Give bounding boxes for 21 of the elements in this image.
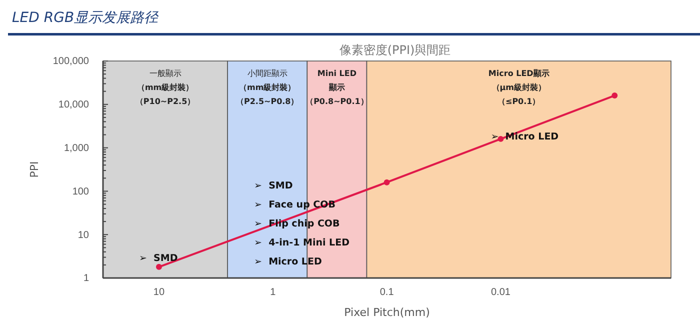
- y-tick-label: 10,000: [58, 100, 90, 111]
- band-label: 小間距顯示（mm級封裝）（P2.5~P0.8）: [236, 69, 299, 106]
- annotation: ➢ SMD: [254, 180, 293, 192]
- y-tick-label: 100: [72, 186, 90, 198]
- y-tick-label: 1,000: [64, 143, 90, 154]
- band-label: Mini LED顯示（P0.8~P0.1）: [306, 69, 368, 106]
- x-tick-label: 0.01: [490, 287, 511, 298]
- y-axis-title: PPI: [28, 161, 41, 178]
- annotation: ➢ SMD: [138, 253, 178, 264]
- annotation: ➢ Micro LED: [490, 131, 559, 142]
- x-tick-label: 10: [153, 287, 165, 298]
- y-tick-label: 100,000: [52, 56, 90, 68]
- band-label: Micro LED顯示（μm級封裝）（≤P0.1）: [488, 69, 550, 106]
- x-tick-label: 1: [270, 287, 276, 298]
- chart-title: LED RGB显示发展路径: [12, 10, 160, 26]
- y-tick-label: 10: [78, 230, 90, 241]
- x-axis-title: Pixel Pitch(mm): [344, 306, 430, 319]
- band-label: 一般顯示（mm級封裝）（P10~P2.5）: [135, 69, 196, 106]
- chart-subtitle: 像素密度(PPI)與間距: [339, 43, 451, 57]
- x-tick-label: 0.1: [380, 287, 394, 298]
- y-tick-label: 1: [83, 273, 90, 284]
